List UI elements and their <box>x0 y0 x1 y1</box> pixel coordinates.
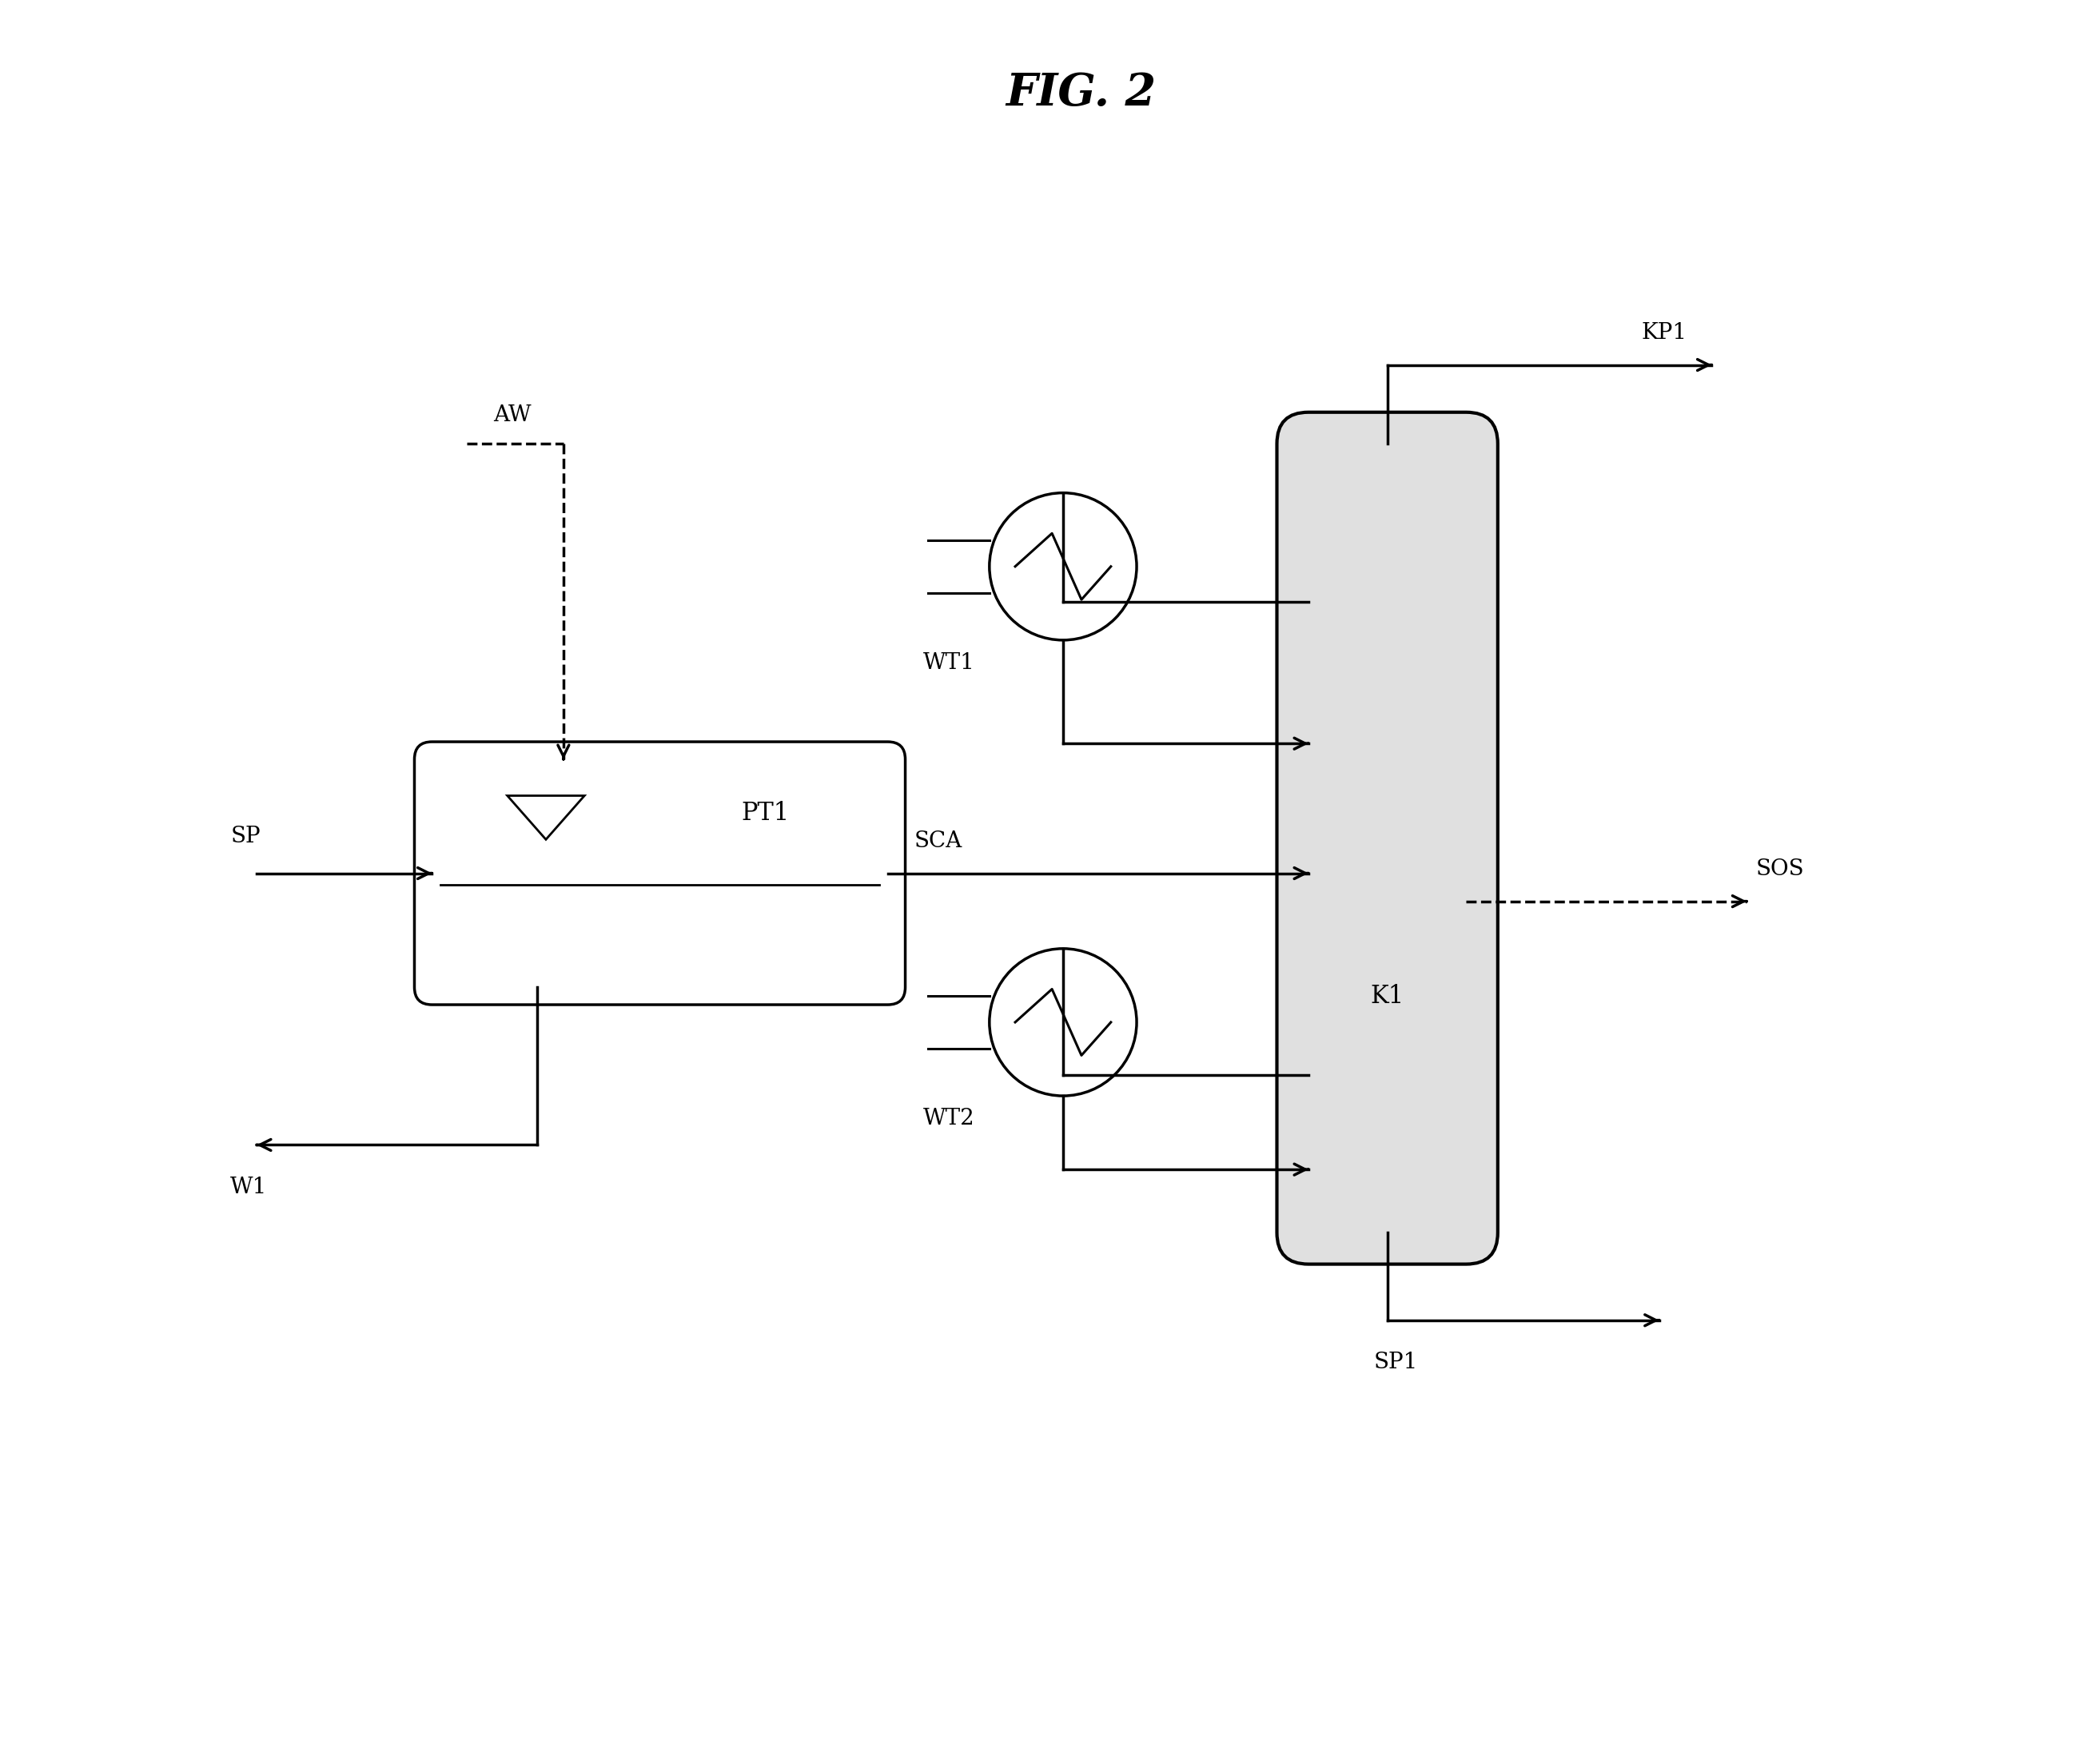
Text: FIG. 2: FIG. 2 <box>1006 71 1156 115</box>
Text: SOS: SOS <box>1756 859 1805 880</box>
Text: SCA: SCA <box>914 831 962 852</box>
Text: SP: SP <box>230 826 261 847</box>
Text: AW: AW <box>493 404 531 427</box>
Text: KP1: KP1 <box>1641 323 1687 344</box>
Text: WT2: WT2 <box>924 1108 974 1129</box>
Text: SP1: SP1 <box>1374 1351 1418 1374</box>
FancyBboxPatch shape <box>414 743 905 1005</box>
Text: PT1: PT1 <box>740 801 788 826</box>
Text: W1: W1 <box>230 1177 268 1198</box>
Circle shape <box>989 492 1138 640</box>
Text: K1: K1 <box>1370 984 1405 1009</box>
Circle shape <box>989 949 1138 1095</box>
Polygon shape <box>508 796 585 840</box>
FancyBboxPatch shape <box>1278 413 1497 1265</box>
Text: WT1: WT1 <box>922 653 974 674</box>
